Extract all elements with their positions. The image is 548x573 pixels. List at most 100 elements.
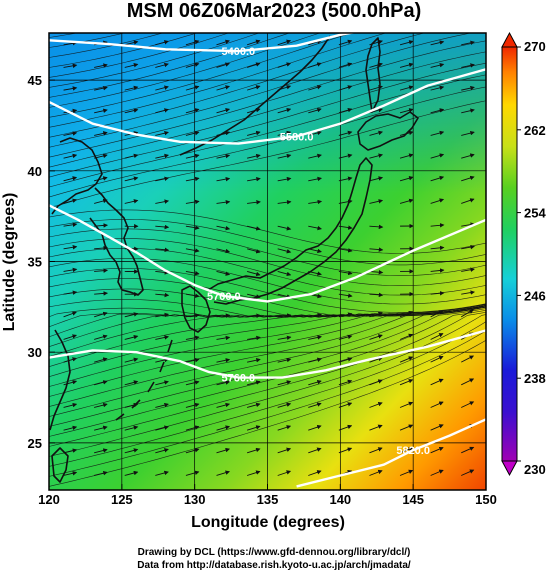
wind-arrow <box>338 379 353 386</box>
wind-arrow <box>185 313 200 318</box>
wind-arrow <box>124 334 139 340</box>
wind-arrow <box>124 470 139 476</box>
wind-arrow <box>124 40 139 46</box>
wind-arrow <box>94 63 108 68</box>
china-coast-coastline <box>49 329 71 431</box>
wind-arrow <box>399 469 414 476</box>
contour-label: 5400.0 <box>222 46 256 58</box>
wind-arrow <box>338 62 353 68</box>
wind-arrow <box>461 469 475 476</box>
wind-arrow <box>338 270 353 276</box>
wind-arrow <box>94 334 108 340</box>
wind-arrow <box>155 85 169 91</box>
wind-arrow <box>216 248 231 254</box>
wind-arrow <box>399 424 414 431</box>
wind-arrow <box>185 470 200 476</box>
streamline <box>49 33 198 68</box>
wind-arrow <box>185 448 200 454</box>
wind-arrow <box>247 200 261 205</box>
wind-arrow <box>216 335 231 341</box>
wind-arrow <box>185 402 200 408</box>
wind-arrow <box>155 312 170 318</box>
streamline <box>49 219 486 266</box>
wind-arrow <box>63 176 78 182</box>
wind-arrow <box>461 85 475 91</box>
wind-arrow <box>369 247 384 252</box>
wind-arrow <box>308 225 322 231</box>
contour-line <box>49 329 486 379</box>
wind-arrow <box>308 85 322 91</box>
wind-arrow <box>63 357 78 363</box>
wind-arrow <box>369 334 383 340</box>
wind-arrow <box>399 198 414 204</box>
wind-arrow <box>124 448 139 454</box>
wind-arrow <box>63 63 78 69</box>
wind-arrow <box>338 130 353 136</box>
streamline <box>49 33 426 138</box>
wind-arrow <box>94 131 108 136</box>
wind-arrow <box>430 62 445 68</box>
wind-arrow <box>216 470 230 476</box>
wind-arrow <box>399 379 414 386</box>
wind-arrow <box>63 198 78 204</box>
wind-arrow <box>94 471 108 476</box>
wind-arrow <box>155 247 170 252</box>
wind-arrow <box>430 355 444 363</box>
taiwan-coastline <box>51 447 69 483</box>
colorbar-min-triangle <box>501 460 518 477</box>
streamline <box>49 100 486 208</box>
wind-arrow <box>277 357 292 363</box>
wind-arrow <box>155 470 169 476</box>
japan-hokkaido-coastline <box>357 111 419 151</box>
wind-arrow <box>369 153 384 159</box>
wind-arrow <box>430 245 445 251</box>
wind-arrow <box>63 245 78 250</box>
colorbar-tick-label: 254 <box>524 206 546 221</box>
wind-arrow <box>277 470 292 476</box>
streamline <box>49 258 486 305</box>
wind-arrow <box>399 108 414 114</box>
axes: 120 125 130 135 140 145 150 25 30 35 40 45 <box>28 73 497 507</box>
wind-arrow <box>277 176 292 182</box>
wind-arrow <box>430 130 445 136</box>
streamline <box>49 33 79 38</box>
wind-arrow <box>461 446 475 454</box>
wind-arrow <box>430 40 445 46</box>
wind-arrow <box>308 357 322 363</box>
wind-arrow <box>63 222 78 227</box>
wind-arrow <box>155 357 169 363</box>
colorbar-max-triangle <box>501 31 518 48</box>
x-tick-label: 130 <box>184 492 206 507</box>
wind-arrow <box>399 85 414 91</box>
streamline <box>49 33 291 98</box>
wind-arrow <box>94 268 108 273</box>
wind-arrow <box>155 270 170 275</box>
wind-arrow <box>399 356 414 363</box>
wind-arrow <box>277 62 292 68</box>
wind-arrow <box>185 39 200 46</box>
wind-arrow <box>277 425 292 431</box>
wind-arrow <box>246 380 261 386</box>
streamline <box>49 40 486 158</box>
wind-arrow <box>399 311 414 318</box>
wind-arrow <box>308 62 322 68</box>
wind-arrow <box>63 471 78 476</box>
wind-arrow <box>185 85 200 91</box>
wind-arrow <box>369 199 384 204</box>
wind-arrow <box>369 176 384 182</box>
streamline <box>49 33 353 118</box>
wind-arrow <box>277 313 292 318</box>
colorbar-tick-label: 262 <box>524 123 546 138</box>
wind-arrow <box>94 85 108 91</box>
wind-arrow <box>430 108 445 114</box>
wind-arrow <box>155 153 169 159</box>
wind-arrow <box>308 107 322 114</box>
wind-arrow <box>216 39 230 46</box>
wind-arrow <box>94 402 108 408</box>
wind-arrow <box>124 153 139 159</box>
wind-arrow <box>216 313 231 318</box>
korea-coastline <box>89 187 144 296</box>
wind-arrow <box>308 130 322 136</box>
wind-arrow <box>155 292 170 298</box>
wind-arrow <box>461 175 475 182</box>
